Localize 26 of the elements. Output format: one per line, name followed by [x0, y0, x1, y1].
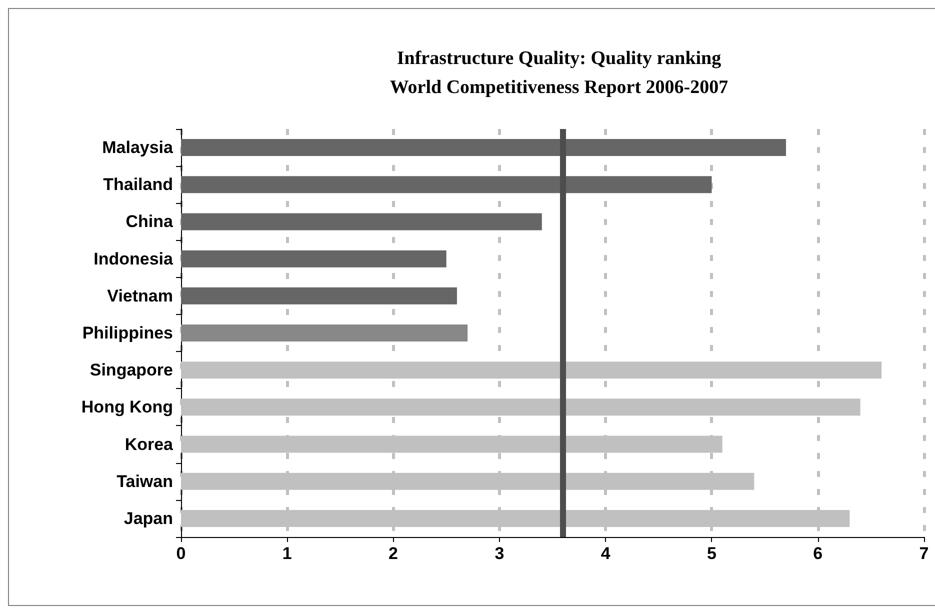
x-tick-label: 3	[494, 544, 504, 563]
x-tick-label: 7	[919, 544, 929, 563]
y-tick-label: Hong Kong	[81, 398, 173, 417]
bar	[181, 250, 446, 268]
x-tick-label: 4	[600, 544, 611, 563]
y-tick-label: Vietnam	[107, 286, 173, 306]
y-tick-label: Japan	[124, 508, 173, 528]
x-tick-label: 0	[176, 544, 186, 563]
chart-title: Infrastructure Quality: Quality ranking World Competitiveness Report 2006-2007	[390, 48, 729, 98]
y-tick-label: Taiwan	[116, 472, 173, 491]
x-tick-label: 2	[388, 544, 398, 563]
y-tick-label: Philippines	[82, 324, 173, 342]
bar	[181, 213, 542, 230]
bar	[181, 176, 712, 194]
y-tick-label: Korea	[124, 434, 174, 454]
bar	[181, 139, 786, 156]
y-tick-label: Malaysia	[102, 138, 174, 158]
y-tick-label: Indonesia	[94, 249, 174, 268]
bar	[181, 324, 468, 342]
x-tick-label: 5	[706, 544, 716, 563]
y-tick-label: Thailand	[103, 175, 173, 194]
x-tick-label: 6	[813, 544, 823, 563]
x-tick-label: 1	[282, 544, 292, 563]
y-tick-label: Singapore	[90, 360, 173, 380]
bar	[181, 287, 457, 304]
y-tick-label: China	[126, 212, 174, 232]
